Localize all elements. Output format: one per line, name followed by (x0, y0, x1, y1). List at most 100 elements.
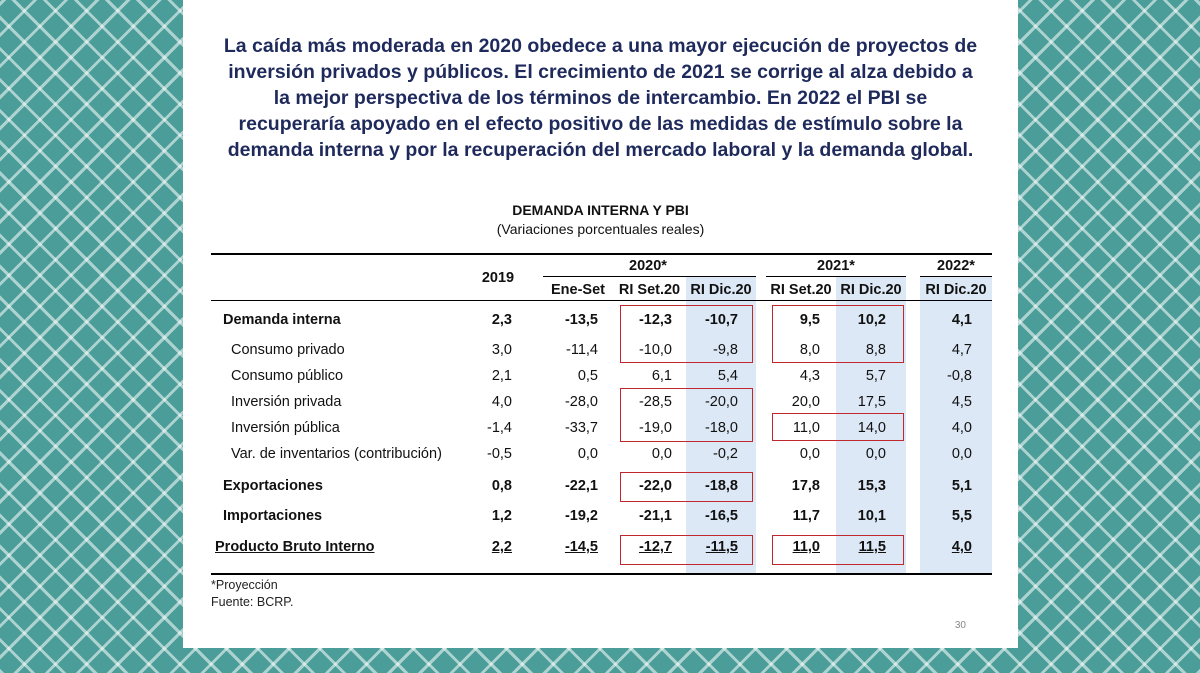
footnote-projection: *Proyección (211, 578, 278, 592)
cell-2022: 4,7 (951, 342, 972, 358)
cell-2020-dic: -18,0 (704, 420, 738, 436)
cell-2021-set: 11,7 (792, 508, 820, 524)
cell-2020-dic: -18,8 (704, 478, 738, 494)
footnote-source: Fuente: BCRP. (211, 595, 294, 609)
cell-2022: 4,1 (951, 312, 972, 328)
cell-2021-set: 11,0 (792, 420, 820, 436)
row-label: Inversión pública (231, 420, 340, 436)
cell-2021-dic: 17,5 (857, 394, 886, 410)
cell-2019: 0,8 (491, 478, 512, 494)
cell-2020-dic: -10,7 (704, 312, 738, 328)
row-label: Producto Bruto Interno (215, 539, 375, 555)
headline: La caída más moderada en 2020 obedece a … (183, 33, 1018, 163)
cell-2021-set: 11,0 (792, 539, 820, 555)
cell-2020-dic: -20,0 (704, 394, 738, 410)
cell-2019: -0,5 (487, 446, 512, 462)
cell-2019: 4,0 (491, 394, 512, 410)
row-label: Exportaciones (223, 478, 323, 494)
cell-2019: -1,4 (487, 420, 512, 436)
header-2020: 2020* (629, 258, 667, 274)
cell-2021-dic: 15,3 (857, 478, 886, 494)
group-rule-2021 (766, 276, 906, 277)
cell-ene-set: 0,5 (577, 368, 598, 384)
cell-2021-dic: 10,1 (857, 508, 886, 524)
headline-line: recuperaría apoyado en el efecto positiv… (238, 113, 963, 135)
cell-2019: 2,1 (491, 368, 512, 384)
header-2019: 2019 (481, 270, 515, 286)
cell-2022: 4,5 (951, 394, 972, 410)
shaded-column-2020-dic (686, 276, 756, 574)
cell-2020-set: -10,0 (638, 342, 672, 358)
header-2022: 2022* (937, 258, 975, 274)
cell-2022: 4,0 (951, 420, 972, 436)
cell-2021-dic: 8,8 (865, 342, 886, 358)
cell-2021-set: 20,0 (791, 394, 820, 410)
cell-ene-set: -22,1 (564, 478, 598, 494)
row-label: Demanda interna (223, 312, 341, 328)
headline-line: la mejor perspectiva de los términos de … (273, 87, 928, 109)
row-label: Var. de inventarios (contribución) (231, 446, 442, 462)
cell-2020-dic: -0,2 (713, 446, 738, 462)
highlight-box-2021-inversion (772, 413, 904, 441)
cell-2021-dic: 5,7 (865, 368, 886, 384)
cell-ene-set: -28,0 (564, 394, 598, 410)
cell-2020-set: -21,1 (638, 508, 672, 524)
cell-2020-set: -12,3 (638, 312, 672, 328)
cell-ene-set: -14,5 (564, 539, 598, 555)
cell-2020-set: -22,0 (638, 478, 672, 494)
cell-2020-set: -19,0 (638, 420, 672, 436)
shaded-column-2021-dic (836, 276, 906, 574)
header-2021: 2021* (817, 258, 855, 274)
group-rule-2020 (543, 276, 756, 277)
headline-line: inversión privados y públicos. El crecim… (228, 61, 973, 83)
cell-ene-set: -13,5 (564, 312, 598, 328)
cell-2020-dic: -11,5 (705, 539, 738, 555)
cell-2021-set: 9,5 (799, 312, 820, 328)
subheader-ri-dic20: RI Dic.20 (840, 282, 902, 298)
page-number: 30 (954, 620, 966, 631)
subheader-ri-dic20: RI Dic.20 (925, 282, 987, 298)
cell-2022: 5,5 (951, 508, 972, 524)
cell-2021-set: 8,0 (799, 342, 820, 358)
subheader-ri-set20: RI Set.20 (618, 282, 681, 298)
cell-2021-dic: 14,0 (857, 420, 886, 436)
headline-line: La caída más moderada en 2020 obedece a … (223, 35, 978, 57)
cell-2020-set: 0,0 (651, 446, 672, 462)
cell-2020-dic: 5,4 (717, 368, 738, 384)
cell-2020-set: -28,5 (638, 394, 672, 410)
table-title: DEMANDA INTERNA Y PBI (512, 202, 689, 218)
row-label: Importaciones (223, 508, 323, 524)
headline-line: demanda interna y por la recuperación de… (227, 139, 974, 161)
shaded-column-2022-dic (920, 276, 992, 574)
cell-2020-dic: -9,8 (713, 342, 738, 358)
cell-2022: 5,1 (951, 478, 972, 494)
cell-2021-set: 4,3 (799, 368, 820, 384)
highlight-box-2020-pbi (620, 535, 753, 565)
cell-2019: 1,2 (491, 508, 512, 524)
header-bottom-rule (211, 300, 992, 301)
cell-2019: 3,0 (491, 342, 512, 358)
table-subtitle: (Variaciones porcentuales reales) (496, 221, 705, 237)
cell-2019: 2,3 (491, 312, 512, 328)
table-bottom-rule (211, 573, 992, 575)
highlight-box-2020-demanda (620, 305, 753, 363)
cell-2022: 0,0 (951, 446, 972, 462)
cell-2022: -0,8 (947, 368, 972, 384)
cell-2021-set: 0,0 (799, 446, 820, 462)
highlight-box-2020-exportaciones (620, 472, 753, 502)
row-label: Consumo privado (231, 342, 345, 358)
cell-ene-set: -33,7 (564, 420, 598, 436)
cell-2019: 2,2 (491, 539, 512, 555)
subheader-ri-dic20: RI Dic.20 (690, 282, 752, 298)
cell-2020-set: -12,7 (638, 539, 672, 555)
table-top-rule (211, 253, 992, 255)
cell-2020-dic: -16,5 (704, 508, 738, 524)
subheader-ene-set: Ene-Set (551, 282, 605, 298)
cell-ene-set: -11,4 (566, 342, 598, 358)
cell-2021-dic: 10,2 (857, 312, 886, 328)
group-rule-2022 (920, 276, 992, 277)
cell-2021-dic: 11,5 (858, 539, 886, 555)
highlight-box-2021-demanda (772, 305, 904, 363)
cell-ene-set: 0,0 (577, 446, 598, 462)
row-label: Consumo público (231, 368, 344, 384)
